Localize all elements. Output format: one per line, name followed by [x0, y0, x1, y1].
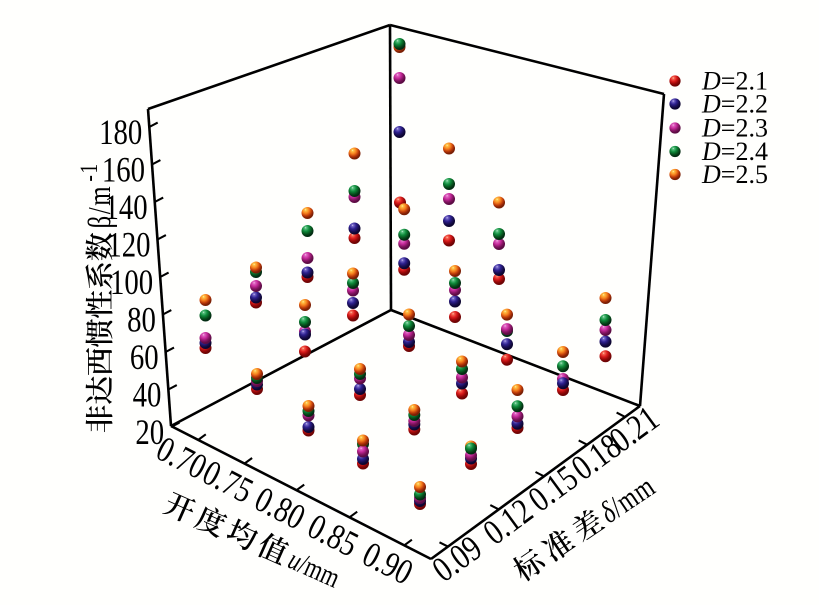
svg-text:160: 160	[102, 151, 145, 191]
svg-text:80: 80	[127, 301, 156, 341]
svg-text:D=2.5: D=2.5	[701, 160, 768, 189]
svg-text:D=2.2: D=2.2	[701, 90, 768, 119]
svg-text:140: 140	[105, 188, 148, 228]
svg-text:60: 60	[130, 338, 159, 378]
svg-text:100: 100	[110, 263, 153, 303]
svg-text:D=2.1: D=2.1	[701, 67, 768, 96]
svg-text:D=2.4: D=2.4	[701, 137, 768, 166]
svg-text:120: 120	[107, 226, 150, 266]
svg-text:D=2.3: D=2.3	[701, 114, 768, 143]
svg-text:40: 40	[133, 376, 162, 416]
svg-text:180: 180	[99, 113, 142, 153]
svg-text:20: 20	[135, 413, 164, 453]
